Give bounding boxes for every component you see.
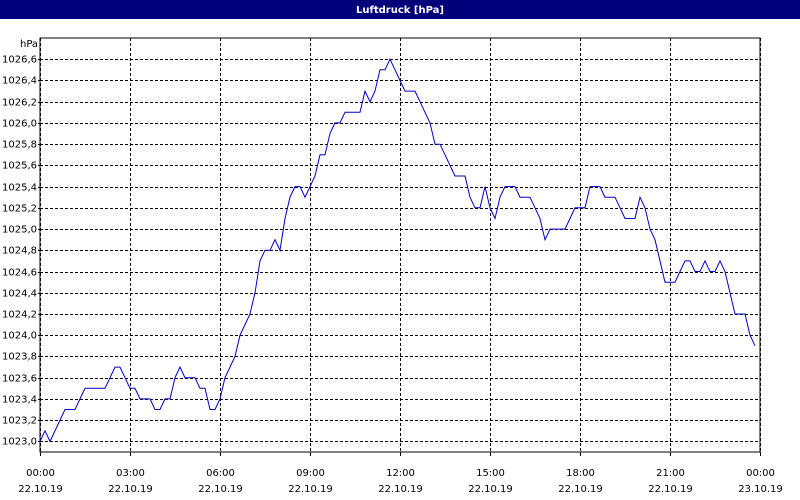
x-tick-date: 22.10.19 (558, 484, 603, 495)
y-tick-label: 1023,8 (2, 352, 37, 363)
y-tick-label: 1025,4 (2, 183, 37, 194)
y-tick-label: 1025,2 (2, 204, 37, 215)
x-tick-date: 22.10.19 (18, 484, 63, 495)
y-tick-label: 1023,0 (2, 437, 37, 448)
y-tick-label: 1024,2 (2, 310, 37, 321)
y-tick-label: 1026,6 (2, 55, 37, 66)
x-tick-date: 22.10.19 (288, 484, 333, 495)
y-tick-label: 1026,2 (2, 98, 37, 109)
x-tick-label: 00:00 (746, 468, 775, 479)
x-tick-date: 23.10.19 (738, 484, 783, 495)
y-tick-label: 1025,8 (2, 140, 37, 151)
x-tick-label: 09:00 (296, 468, 325, 479)
x-tick-date: 22.10.19 (648, 484, 693, 495)
x-tick-date: 22.10.19 (378, 484, 423, 495)
x-tick-date: 22.10.19 (468, 484, 513, 495)
y-tick-label: 1023,4 (2, 395, 37, 406)
x-tick-date: 22.10.19 (108, 484, 153, 495)
chart-title: Luftdruck [hPa] (356, 5, 444, 16)
y-tick-label: 1023,6 (2, 374, 37, 385)
y-tick-label: 1024,4 (2, 289, 37, 300)
x-tick-label: 21:00 (656, 468, 685, 479)
x-tick-label: 06:00 (206, 468, 235, 479)
y-tick-label: 1024,0 (2, 331, 37, 342)
x-tick-label: 18:00 (566, 468, 595, 479)
x-tick-label: 03:00 (116, 468, 145, 479)
x-tick-label: 00:00 (26, 468, 55, 479)
title-bar (0, 0, 800, 19)
y-tick-label: 1025,6 (2, 161, 37, 172)
y-tick-label: 1026,0 (2, 119, 37, 130)
y-tick-label: 1024,8 (2, 246, 37, 257)
x-tick-label: 12:00 (386, 468, 415, 479)
y-tick-label: 1026,4 (2, 76, 37, 87)
x-tick-date: 22.10.19 (198, 484, 243, 495)
y-tick-label: 1023,2 (2, 416, 37, 427)
x-tick-label: 15:00 (476, 468, 505, 479)
y-axis-label: hPa (20, 39, 38, 50)
y-tick-label: 1025,0 (2, 225, 37, 236)
data-line (39, 58, 756, 443)
y-tick-label: 1024,6 (2, 268, 37, 279)
grid (40, 38, 761, 452)
